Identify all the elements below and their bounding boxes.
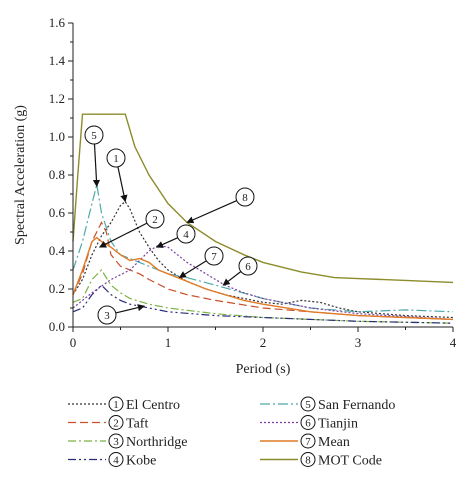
legend-number: 1 (113, 399, 119, 411)
callout-circle (176, 224, 196, 244)
legend-number-circle (300, 433, 316, 449)
legend-label-kobe: Kobe (126, 454, 156, 469)
callout-arrow (178, 260, 207, 279)
callout-arrow (155, 237, 179, 248)
legend-label-san-fernando: San Fernando (318, 398, 395, 413)
callout-number: 7 (211, 251, 217, 263)
legend-number-circle (108, 452, 124, 467)
series-line-taft (72, 221, 454, 320)
legend-number: 4 (113, 455, 119, 467)
callout-number: 8 (242, 192, 248, 204)
callout-number: 5 (91, 130, 97, 142)
series-line-tianjin (72, 244, 454, 320)
legend-label-taft: Taft (126, 417, 148, 432)
series-line-kobe (72, 284, 454, 324)
legend: 1 El Centro 2 Taft 3 Northridge 4 Kobe 5 San Fern… (68, 396, 395, 469)
x-tick-label: 4 (450, 335, 457, 350)
x-axis-label: Period (s) (236, 362, 291, 377)
callout-circle (235, 187, 255, 207)
legend-number-circle (108, 415, 124, 430)
y-tick-label: 0.4 (49, 243, 66, 258)
callout-number: 6 (245, 261, 251, 273)
series-line-el-centro (72, 200, 454, 319)
y-tick-label: 1.6 (49, 15, 66, 30)
callout-circle (204, 246, 224, 266)
y-tick-label: 0.6 (49, 205, 66, 220)
legend-label-northridge: Northridge (126, 435, 187, 450)
callout-circle (84, 125, 104, 145)
legend-number-circle (108, 396, 124, 412)
x-tick-label: 0 (70, 335, 77, 350)
legend-label-tianjin: Tianjin (318, 417, 358, 432)
x-tick-label: 2 (260, 335, 267, 350)
series-line-mot-code (72, 113, 454, 284)
callout-arrow (115, 304, 146, 314)
callout-number: 1 (113, 153, 119, 165)
legend-number-circle (300, 452, 316, 467)
callout-circle (106, 148, 126, 168)
y-tick-label: 1.0 (49, 129, 65, 144)
legend-number-circle (300, 396, 316, 412)
callout-circle (238, 256, 258, 276)
legend-number-circle (300, 415, 316, 430)
x-tick-label: 1 (165, 335, 172, 350)
callout-number: 4 (183, 229, 189, 241)
callouts: 5 1 2 4 8 7 6 3 (84, 125, 258, 325)
legend-number: 8 (305, 455, 311, 467)
callout-circle (145, 209, 165, 229)
plot-area (72, 113, 454, 324)
callout-circle (97, 305, 117, 325)
callout-number: 3 (104, 310, 110, 322)
legend-label-el-centro: El Centro (126, 398, 180, 413)
y-tick-label: 0.2 (49, 281, 65, 296)
callout-arrow (222, 271, 242, 286)
legend-number: 2 (113, 418, 119, 430)
callout-arrow (117, 166, 128, 203)
legend-number: 3 (113, 436, 119, 448)
callout-arrow (186, 200, 238, 224)
axes: 0.0 0.2 0.4 0.6 0.8 1.0 1.2 1.4 1.6 0 1 2 3 4 (49, 15, 457, 350)
callout-number: 2 (152, 214, 158, 226)
callout-arrow (92, 143, 101, 188)
callout-arrow (98, 222, 148, 248)
series-line-mean (72, 236, 454, 321)
legend-number: 6 (305, 418, 311, 430)
y-tick-label: 1.4 (49, 53, 66, 68)
y-tick-label: 0.0 (49, 319, 65, 334)
legend-number: 7 (305, 436, 311, 448)
legend-number-circle (108, 433, 124, 449)
y-tick-label: 1.2 (49, 91, 65, 106)
legend-number: 5 (305, 399, 311, 411)
legend-label-mean: Mean (318, 435, 350, 450)
series-line-san-fernando (72, 184, 454, 313)
y-axis-label: Spectral Acceleration (g) (13, 105, 28, 245)
legend-label-mot-code: MOT Code (318, 454, 382, 469)
x-tick-label: 3 (355, 335, 362, 350)
y-tick-label: 0.8 (49, 167, 65, 182)
